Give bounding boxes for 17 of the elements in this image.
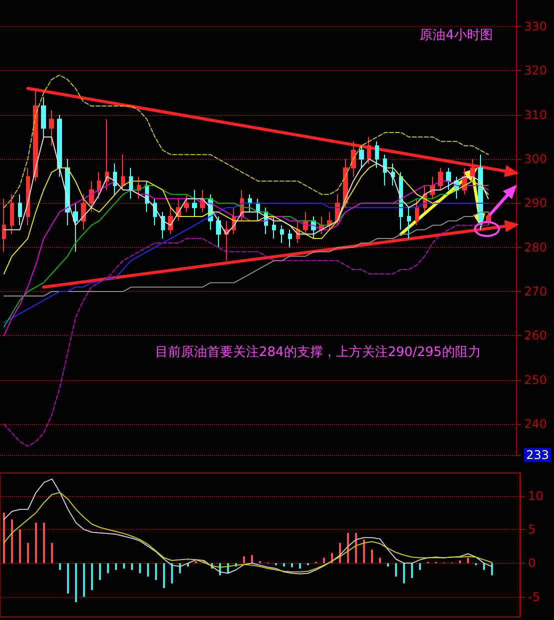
y-tick-label: 10 — [528, 488, 544, 503]
y-tick-label: 320 — [524, 64, 547, 78]
annotation: 目前原油首要关注284的支撑，上方关注290/295的阻力 — [155, 344, 481, 360]
y-tick-label: 330 — [524, 20, 547, 34]
text: 原油4小时图 — [420, 28, 494, 43]
y-tick-label: -5 — [528, 590, 540, 604]
y-tick-label: 310 — [524, 108, 547, 122]
y-tick-label: 233 — [526, 448, 549, 462]
y-tick-label: 240 — [524, 417, 547, 432]
y-tick-label: 260 — [524, 328, 547, 343]
y-tick-label: 5 — [528, 522, 536, 537]
y-tick-label: 300 — [524, 152, 547, 166]
y-tick-label: 250 — [524, 372, 547, 387]
y-tick-label: 280 — [524, 240, 547, 254]
y-tick-label: 290 — [524, 196, 547, 210]
y-tick-label: 270 — [524, 284, 547, 299]
y-tick-label: 0 — [528, 556, 536, 570]
